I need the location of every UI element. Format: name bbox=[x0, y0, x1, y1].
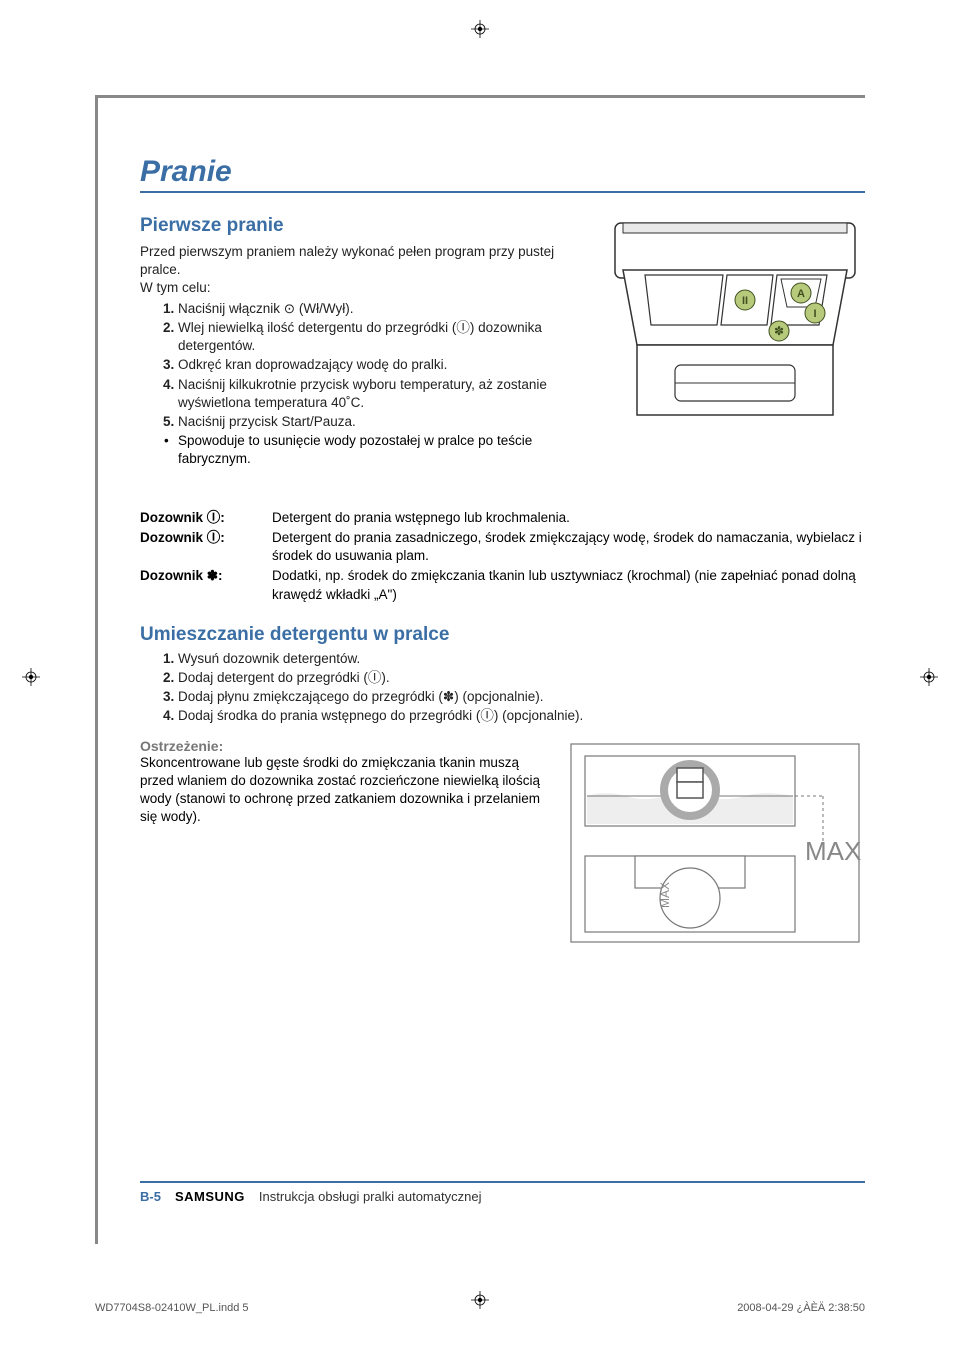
dispenser-definitions: Dozownik Ⓘ: Detergent do prania wstępneg… bbox=[140, 509, 865, 604]
max-fill-diagram-icon: MAX MAX bbox=[565, 738, 865, 948]
doz-label: Dozownik Ⓘ: bbox=[140, 529, 260, 565]
step-item: Naciśnij przycisk Start/Pauza. bbox=[178, 413, 587, 431]
print-slug: WD7704S8-02410W_PL.indd 5 2008-04-29 ¿ÀÈ… bbox=[95, 1302, 865, 1314]
doz-desc: Detergent do prania zasadniczego, środek… bbox=[272, 529, 865, 565]
step-list: Wysuń dozownik detergentów. Dodaj deterg… bbox=[140, 650, 865, 726]
page-content: Pranie Pierwsze pranie Przed pierwszym p… bbox=[140, 155, 865, 1204]
max-label: MAX bbox=[805, 836, 861, 866]
page-title: Pranie bbox=[140, 155, 865, 189]
registration-mark-icon bbox=[471, 20, 489, 38]
brand-label: SAMSUNG bbox=[175, 1189, 245, 1204]
doz-label: Dozownik Ⓘ: bbox=[140, 509, 260, 527]
warning-body: Skoncentrowane lub gęste środki do zmięk… bbox=[140, 754, 547, 827]
page-footer: B-5 SAMSUNG Instrukcja obsługi pralki au… bbox=[140, 1181, 865, 1204]
step-item: Dodaj środka do prania wstępnego do prze… bbox=[178, 707, 865, 725]
page-number: B-5 bbox=[140, 1189, 161, 1204]
doz-desc: Detergent do prania wstępnego lub krochm… bbox=[272, 509, 865, 527]
svg-text:II: II bbox=[742, 295, 748, 307]
section-heading: Umieszczanie detergentu w pralce bbox=[140, 624, 865, 646]
svg-text:A: A bbox=[797, 288, 805, 300]
step-item: Naciśnij kilkukrotnie przycisk wyboru te… bbox=[178, 376, 587, 412]
doz-label: Dozownik ✽: bbox=[140, 567, 260, 603]
title-rule bbox=[140, 191, 865, 193]
section-heading: Pierwsze pranie bbox=[140, 215, 587, 237]
svg-text:MAX: MAX bbox=[658, 882, 672, 908]
intro-text: Przed pierwszym praniem należy wykonać p… bbox=[140, 243, 587, 279]
step-item: Naciśnij włącznik ⊙ (Wł/Wył). bbox=[178, 300, 587, 318]
step-item: Wysuń dozownik detergentów. bbox=[178, 650, 865, 668]
step-item: Wlej niewielką ilość detergentu do przeg… bbox=[178, 319, 587, 355]
doz-desc: Dodatki, np. środek do zmiękczania tkani… bbox=[272, 567, 865, 603]
warning-title: Ostrzeżenie: bbox=[140, 738, 547, 754]
dispenser-drawer-icon: II A I ✽ bbox=[605, 215, 865, 445]
step-list: Naciśnij włącznik ⊙ (Wł/Wył). Wlej niewi… bbox=[140, 300, 587, 432]
footer-text: Instrukcja obsługi pralki automatycznej bbox=[259, 1189, 482, 1204]
registration-mark-icon bbox=[920, 668, 938, 686]
step-item: Odkręć kran doprowadzający wodę do pralk… bbox=[178, 356, 587, 374]
slug-date: 2008-04-29 ¿ÀÈÄ 2:38:50 bbox=[737, 1302, 865, 1314]
bullet-item: Spowoduje to usunięcie wody pozostałej w… bbox=[140, 432, 587, 468]
slug-file: WD7704S8-02410W_PL.indd 5 bbox=[95, 1302, 248, 1314]
svg-text:I: I bbox=[813, 308, 816, 320]
intro-text: W tym celu: bbox=[140, 279, 587, 297]
step-item: Dodaj detergent do przegródki (Ⓘ). bbox=[178, 669, 865, 687]
step-item: Dodaj płynu zmiękczającego do przegródki… bbox=[178, 688, 865, 706]
registration-mark-icon bbox=[22, 668, 40, 686]
svg-text:✽: ✽ bbox=[774, 324, 784, 338]
